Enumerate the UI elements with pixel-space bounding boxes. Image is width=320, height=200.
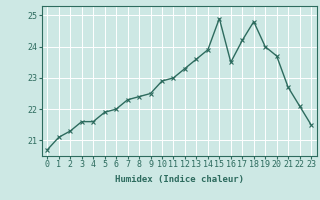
X-axis label: Humidex (Indice chaleur): Humidex (Indice chaleur) — [115, 175, 244, 184]
